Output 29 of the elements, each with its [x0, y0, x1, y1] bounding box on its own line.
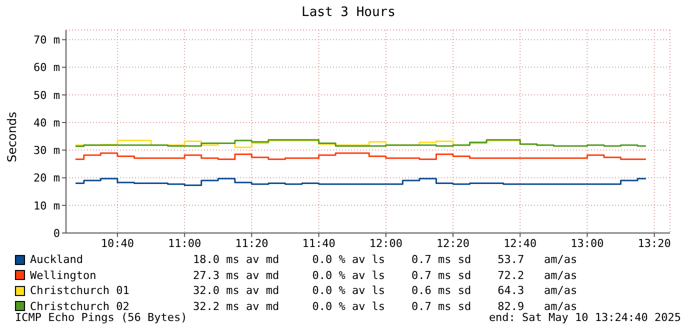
legend-label: Wellington — [30, 268, 98, 282]
legend-label: Auckland — [30, 253, 84, 266]
y-tick-label: 50 m — [34, 88, 60, 102]
text: 27.3 ms av md 0.0 % av ls 0.7 ms sd 72.2 am/as — [193, 268, 578, 282]
chart-title: Last 3 Hours — [300, 5, 396, 20]
x-tick-label: 11:20 — [235, 236, 268, 250]
x-tick-label: 11:00 — [168, 236, 202, 250]
y-tick-label: 10 m — [34, 199, 60, 212]
legend-label: Christchurch 01 — [30, 284, 130, 298]
text: ICMP Echo Pings (56 Bytes) — [15, 311, 188, 324]
x-tick-label: 10:40 — [100, 236, 134, 250]
y-tick-label: 40 m — [34, 116, 60, 130]
text: 32.2 ms av md 0.0 % av ls 0.7 ms sd 82.9 am/as — [193, 300, 578, 313]
y-tick-label: 20 m — [34, 172, 60, 185]
x-tick-label: 13:00 — [570, 236, 604, 250]
text: end: Sat May 10 13:24:40 2025 — [488, 311, 681, 324]
text: 18.0 ms av md 0.0 % av ls 0.7 ms sd 53.7 am/as — [193, 253, 578, 266]
y-tick-label: 30 m — [34, 144, 60, 158]
text: 32.0 ms av md 0.0 % av ls 0.6 ms sd 64.3 am/as — [193, 284, 578, 298]
x-tick-label: 11:40 — [302, 236, 336, 250]
y-tick-label: 60 m — [34, 61, 60, 74]
y-tick-label: 70 m — [34, 34, 60, 47]
y-axis-title: Seconds — [5, 110, 19, 164]
y-tick-label: 0 — [53, 226, 60, 240]
x-tick-label: 12:40 — [504, 236, 537, 250]
legend-label: Christchurch 02 — [30, 300, 130, 313]
x-tick-label: 13:20 — [638, 236, 671, 250]
x-tick-label: 12:00 — [369, 236, 402, 250]
x-tick-label: 12:20 — [436, 236, 470, 250]
